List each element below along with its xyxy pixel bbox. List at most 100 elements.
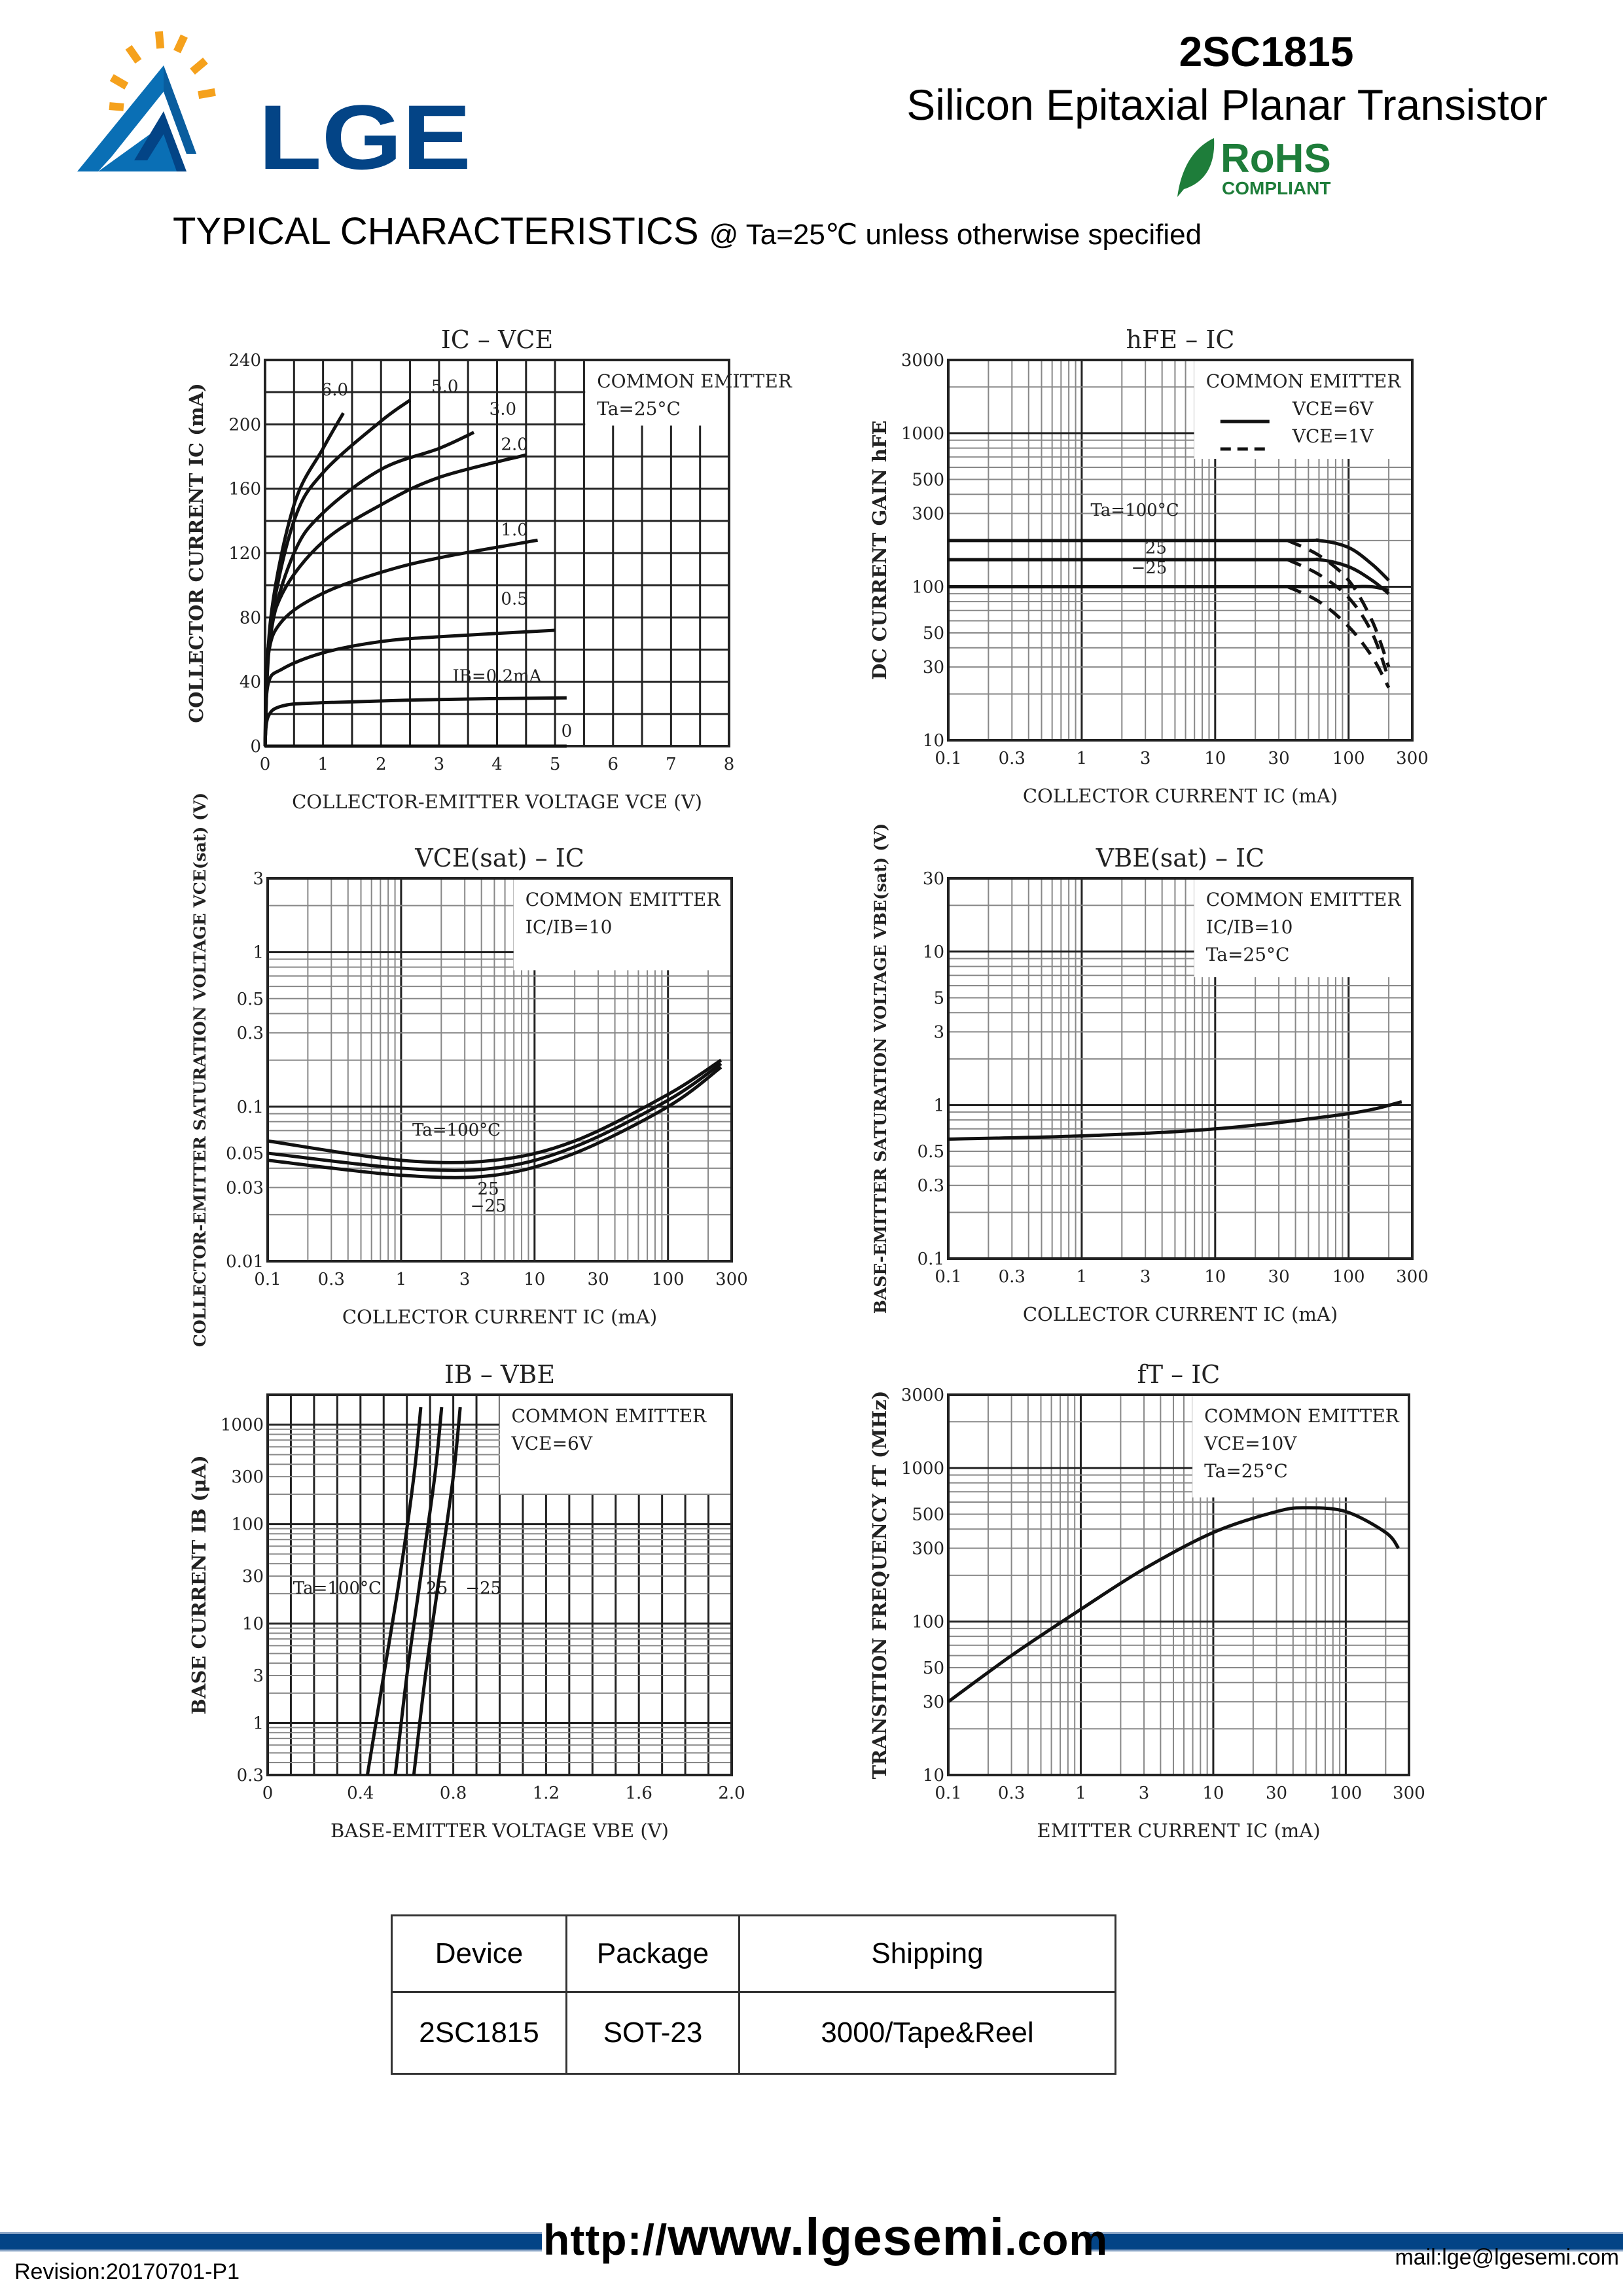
x-tick-label: 10 xyxy=(1202,1784,1224,1803)
chart-title: VBE(sat) – IC xyxy=(1096,844,1264,872)
series-label: 5.0 xyxy=(431,377,458,397)
x-tick-label: 0.3 xyxy=(999,1267,1026,1287)
series-line xyxy=(365,1407,423,1776)
table-header-shipping: Shipping xyxy=(738,1914,1116,1993)
x-tick-label: 1 xyxy=(396,1270,407,1289)
y-tick-label: 0.03 xyxy=(226,1178,264,1198)
y-axis-label: COLLECTOR-EMITTER SATURATION VOLTAGE VCE… xyxy=(190,793,209,1347)
x-tick-label: 100 xyxy=(1332,1267,1365,1287)
y-tick-label: 160 xyxy=(228,480,261,499)
x-tick-label: 1 xyxy=(1077,1267,1088,1287)
gridlines xyxy=(948,878,1412,1259)
plot-frame xyxy=(266,877,733,1263)
x-tick-label: 5 xyxy=(550,755,561,774)
x-tick-label: 300 xyxy=(1393,1784,1425,1803)
x-tick-label: 100 xyxy=(652,1270,685,1289)
y-tick-label: 120 xyxy=(228,544,261,564)
lge-logo: LGE xyxy=(77,31,471,177)
series-label: 0 xyxy=(562,721,573,741)
x-tick-label: 3 xyxy=(1140,749,1151,768)
x-tick-label: 100 xyxy=(1332,749,1365,768)
x-tick-label: 0.1 xyxy=(935,749,961,768)
x-tick-label: 3 xyxy=(1140,1267,1151,1287)
series-line xyxy=(412,1407,462,1776)
series-line xyxy=(1287,585,1391,689)
series-label: Ta=100°C xyxy=(293,1579,382,1598)
series-label: −25 xyxy=(465,1579,501,1598)
legend-box xyxy=(1192,1395,1409,1498)
x-tick-label: 100 xyxy=(1330,1784,1363,1803)
series-label: 25 xyxy=(1145,538,1167,558)
series-line xyxy=(267,1066,722,1179)
x-axis-label: COLLECTOR-EMITTER VOLTAGE VCE (V) xyxy=(292,791,702,813)
legend-entry: Ta=25°C xyxy=(597,398,681,420)
x-tick-label: 8 xyxy=(724,755,735,774)
series-label: Ta=100°C xyxy=(412,1121,501,1140)
legend-entry: IC/IB=10 xyxy=(1206,916,1293,938)
x-tick-label: 0 xyxy=(260,755,271,774)
chart-title: VCE(sat) – IC xyxy=(414,844,584,872)
series-line xyxy=(267,1058,722,1164)
legend-entry: VCE=6V xyxy=(1292,398,1374,420)
device-subtitle: Silicon Epitaxial Planar Transistor xyxy=(906,81,1548,129)
y-tick-label: 240 xyxy=(228,351,261,370)
y-tick-label: 0.5 xyxy=(918,1142,944,1162)
y-tick-label: 0.5 xyxy=(237,990,264,1009)
table-cell-package: SOT-23 xyxy=(565,1991,740,2075)
y-tick-label: 80 xyxy=(240,608,261,628)
y-tick-label: 300 xyxy=(912,1539,944,1559)
y-tick-label: 0.01 xyxy=(226,1252,264,1272)
y-tick-label: 300 xyxy=(231,1467,264,1487)
series-label: IB=0.2mA xyxy=(453,667,543,687)
plot-frame xyxy=(947,877,1414,1260)
y-axis-label: COLLECTOR CURRENT IC (mA) xyxy=(185,383,207,723)
table-cell-shipping: 3000/Tape&Reel xyxy=(738,1991,1116,2075)
table-row: 2SC1815 SOT-23 3000/Tape&Reel xyxy=(391,1991,1116,2075)
x-tick-label: 4 xyxy=(491,755,503,774)
logo-triangle-icon xyxy=(77,65,196,171)
x-tick-label: 300 xyxy=(1396,749,1429,768)
chart-1: COMMON EMITTER Ta=25°C 0 IB=0.2mA 0.5 1.0 2.0 3… xyxy=(185,325,793,813)
part-number: 2SC1815 xyxy=(1179,28,1354,75)
x-tick-label: 0.1 xyxy=(254,1270,281,1289)
x-tick-label: 0.4 xyxy=(347,1784,374,1803)
footer-bar-left xyxy=(0,2232,542,2251)
chart-6: COMMON EMITTER VCE=10V Ta=25°C 0.1 0.3 1 3 10 30… xyxy=(868,1360,1425,1842)
x-tick-label: 1 xyxy=(317,755,329,774)
x-tick-label: 10 xyxy=(524,1270,545,1289)
legend-entry: COMMON EMITTER xyxy=(512,1405,707,1427)
y-tick-label: 3 xyxy=(253,1666,264,1686)
legend-box xyxy=(513,878,732,971)
x-tick-label: 10 xyxy=(1204,1267,1226,1287)
y-tick-label: 30 xyxy=(923,869,944,889)
legend-box xyxy=(585,360,729,426)
legend-entry: COMMON EMITTER xyxy=(597,370,793,392)
x-tick-label: 7 xyxy=(666,755,677,774)
y-tick-label: 1000 xyxy=(901,1459,944,1479)
table-cell-device: 2SC1815 xyxy=(391,1991,567,2075)
website-link[interactable]: http://www.lgesemi.com xyxy=(543,2207,1107,2267)
legend-entry: IC/IB=10 xyxy=(526,916,613,938)
series-label: 6.0 xyxy=(321,380,348,400)
leaf-icon xyxy=(1177,138,1215,197)
x-tick-label: 10 xyxy=(1204,749,1226,768)
legend-box xyxy=(1194,360,1412,459)
y-tick-label: 500 xyxy=(912,1505,944,1525)
x-tick-label: 1.6 xyxy=(626,1784,652,1803)
section-condition: @ Ta=25℃ unless otherwise specified xyxy=(709,219,1202,251)
series-line xyxy=(267,1062,722,1172)
email-link[interactable]: mail:lge@lgesemi.com xyxy=(1395,2245,1619,2270)
y-tick-label: 0.1 xyxy=(918,1249,944,1269)
logo-sun-rays-icon xyxy=(109,31,216,111)
y-tick-label: 5 xyxy=(933,989,944,1009)
series-line xyxy=(948,1100,1402,1141)
rohs-compliant-badge: RoHS COMPLIANT xyxy=(1177,136,1331,198)
y-tick-label: 100 xyxy=(912,1612,944,1632)
plot-frame xyxy=(266,1393,733,1776)
y-tick-label: 10 xyxy=(923,942,944,962)
series-line xyxy=(947,1506,1400,1704)
y-tick-label: 10 xyxy=(923,1766,944,1785)
y-tick-label: 500 xyxy=(912,471,944,490)
y-tick-label: 300 xyxy=(912,505,944,524)
